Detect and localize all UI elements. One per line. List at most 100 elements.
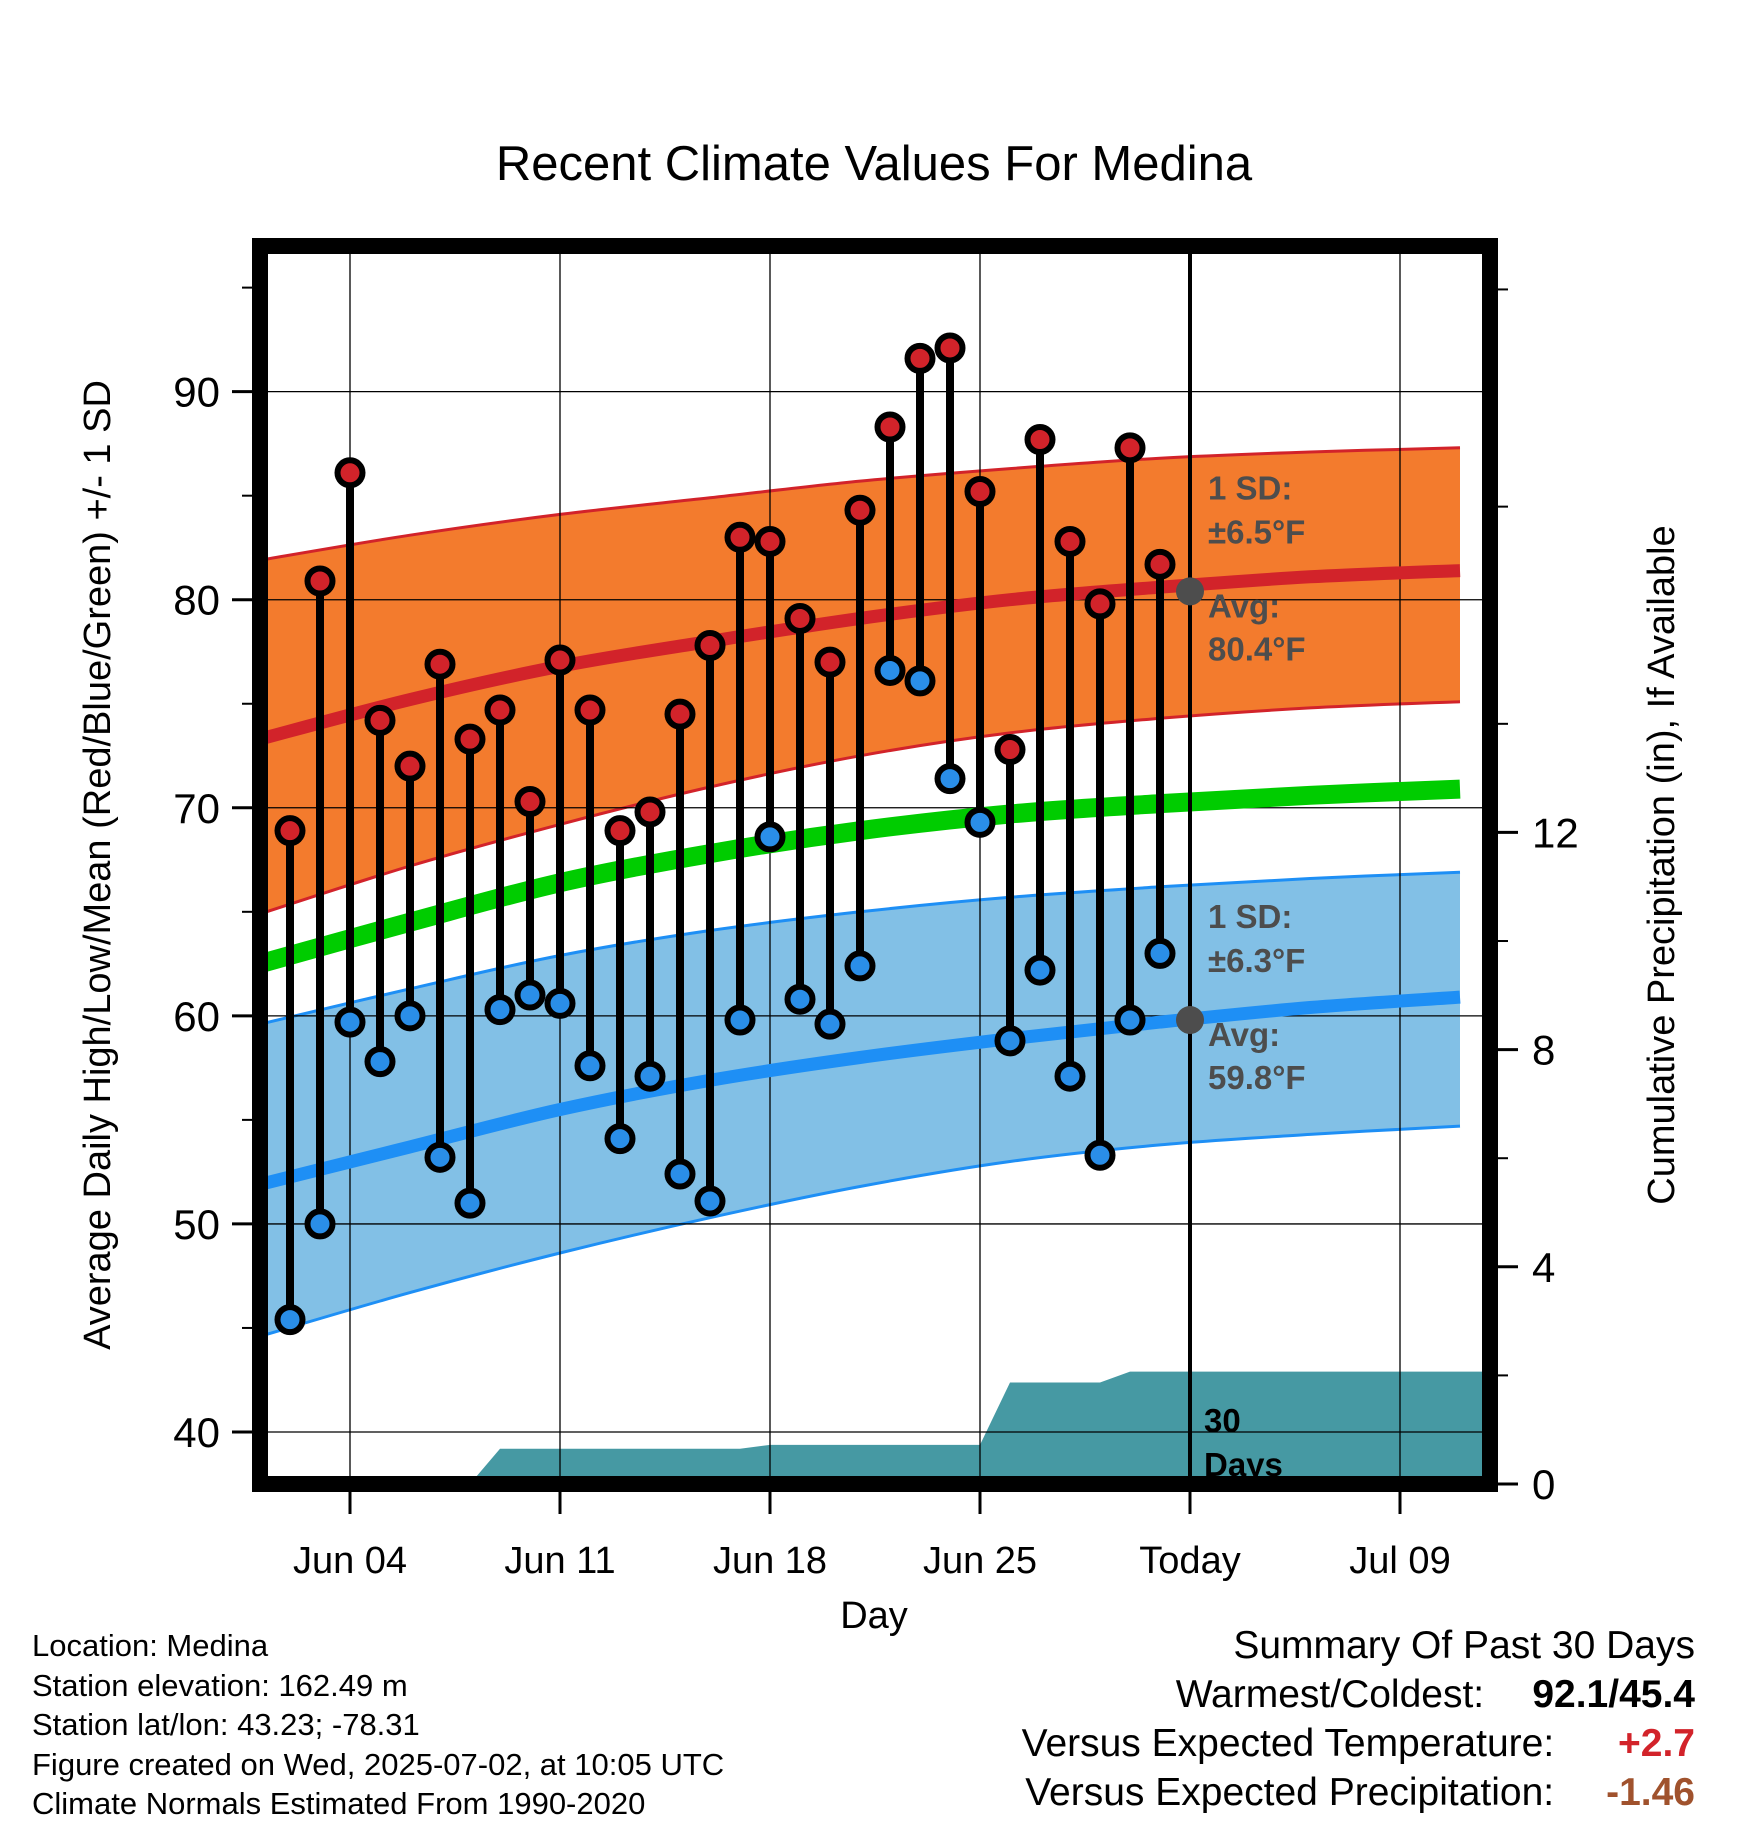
daily-high-point <box>454 723 486 755</box>
daily-low-point <box>1114 1004 1146 1036</box>
daily-high-point <box>784 602 816 634</box>
daily-high-point <box>544 644 576 676</box>
daily-low-point <box>604 1123 636 1155</box>
daily-low-point <box>304 1208 336 1240</box>
daily-high-point <box>934 332 966 364</box>
daily-low-point <box>1024 954 1056 986</box>
y-tick-label: 40 <box>173 1409 220 1456</box>
precip-area <box>260 1371 1490 1484</box>
daily-high-point <box>514 786 546 818</box>
daily-high-point <box>994 734 1026 766</box>
y-tick-label: 80 <box>173 577 220 624</box>
daily-low-point <box>934 763 966 795</box>
grid-lines <box>260 246 1490 1484</box>
daily-high-point <box>574 694 606 726</box>
y-axis-label: Average Daily High/Low/Mean (Red/Blue/Gr… <box>77 380 119 1350</box>
station-info: Location: Medina Station elevation: 162.… <box>32 1626 724 1824</box>
daily-low-point <box>754 821 786 853</box>
precip-cumulative-area <box>260 1371 1490 1484</box>
info-normals: Climate Normals Estimated From 1990-2020 <box>32 1786 646 1822</box>
daily-low-point <box>364 1046 396 1078</box>
x-tick-label: Jun 04 <box>293 1540 407 1582</box>
y2-tick-label: 8 <box>1532 1027 1555 1074</box>
y2-tick-label: 0 <box>1532 1461 1555 1508</box>
daily-high-point <box>724 521 756 553</box>
x-tick-label: Jun 11 <box>504 1540 615 1582</box>
daily-low-point <box>664 1158 696 1190</box>
summary-precip: Versus Expected Precipitation: -1.46 <box>1022 1768 1695 1817</box>
daily-high-point <box>304 565 336 597</box>
summary-title: Summary Of Past 30 Days <box>1233 1624 1695 1667</box>
y-tick-label: 90 <box>173 369 220 416</box>
chart-title: Recent Climate Values For Medina <box>496 137 1253 191</box>
axes <box>232 286 1518 1514</box>
precip-value: -1.46 <box>1606 1771 1695 1814</box>
daily-low-point <box>1054 1060 1086 1092</box>
high-avg-label: Avg: <box>1208 587 1280 624</box>
low-sd-lower-line <box>260 1124 1461 1338</box>
annotations: 1 SD: ±6.5°F Avg: 80.4°F 1 SD: ±6.3°F Avg: 59.8… <box>173 369 1578 1582</box>
low-avg-value: 59.8°F <box>1208 1059 1306 1096</box>
summary-panel: Summary Of Past 30 Days Warmest/Coldest:… <box>1022 1622 1695 1817</box>
y-tick-label: 50 <box>173 1201 220 1248</box>
daily-high-point <box>964 476 996 508</box>
daily-low-point <box>724 1004 756 1036</box>
high-sd-value: ±6.5°F <box>1208 513 1305 550</box>
daily-high-point <box>1084 588 1116 620</box>
today-high-avg-marker <box>1176 577 1204 606</box>
days-label-count: 30 <box>1204 1402 1241 1439</box>
x-tick-label: Jun 25 <box>923 1540 1037 1582</box>
daily-low-point <box>814 1008 846 1040</box>
daily-low-point <box>454 1187 486 1219</box>
daily-low-point <box>544 987 576 1019</box>
daily-high-point <box>664 698 696 730</box>
daily-low-point <box>514 979 546 1011</box>
daily-high-point <box>364 704 396 736</box>
x-tick-label: Today <box>1139 1540 1240 1582</box>
daily-high-point <box>814 646 846 678</box>
daily-low-point <box>394 1000 426 1032</box>
daily-low-point <box>904 665 936 697</box>
daily-high-point <box>484 694 516 726</box>
high-sd-label: 1 SD: <box>1208 469 1292 506</box>
warm-cold-value: 92.1/45.4 <box>1532 1673 1695 1716</box>
y-tick-label: 70 <box>173 785 220 832</box>
daily-low-point <box>1144 937 1176 969</box>
daily-low-point <box>874 654 906 686</box>
y2-tick-label: 4 <box>1532 1244 1555 1291</box>
daily-high-point <box>904 342 936 374</box>
daily-low-point <box>574 1050 606 1082</box>
info-location: Location: Medina <box>32 1628 269 1663</box>
y-tick-label: 60 <box>173 993 220 1040</box>
daily-high-point <box>394 750 426 782</box>
temp-value: +2.7 <box>1618 1722 1695 1765</box>
high-avg-value: 80.4°F <box>1208 630 1306 667</box>
high-sd-upper-line <box>260 446 1461 562</box>
info-latlon: Station lat/lon: 43.23; -78.31 <box>32 1707 420 1743</box>
info-created: Figure created on Wed, 2025-07-02, at 10… <box>32 1746 725 1782</box>
daily-low-point <box>1084 1139 1116 1171</box>
daily-low-point <box>994 1025 1026 1057</box>
low-sd-value: ±6.3°F <box>1208 942 1305 979</box>
daily-low-point <box>334 1006 366 1038</box>
low-sd-label: 1 SD: <box>1208 898 1292 935</box>
warm-cold-label: Warmest/Coldest: <box>1175 1673 1485 1716</box>
daily-low-point <box>694 1185 726 1217</box>
daily-low-point <box>484 994 516 1026</box>
summary-warm-cold: Warmest/Coldest: 92.1/45.4 <box>1022 1670 1695 1719</box>
daily-high-point <box>424 648 456 680</box>
temp-label: Versus Expected Temperature: <box>1021 1722 1555 1765</box>
daily-high-point <box>694 629 726 661</box>
y2-axis-label: Cumulative Precipitation (in), If Availa… <box>1641 525 1683 1204</box>
low-avg-label: Avg: <box>1208 1016 1280 1053</box>
daily-high-point <box>334 457 366 489</box>
daily-low-point <box>964 806 996 838</box>
daily-low-point <box>784 983 816 1015</box>
daily-high-point <box>874 411 906 443</box>
precip-label: Versus Expected Precipitation: <box>1025 1771 1555 1814</box>
daily-low-point <box>424 1141 456 1173</box>
daily-high-point <box>1144 548 1176 580</box>
x-tick-label: Jun 18 <box>713 1540 827 1582</box>
plot-frame <box>252 238 1498 1492</box>
